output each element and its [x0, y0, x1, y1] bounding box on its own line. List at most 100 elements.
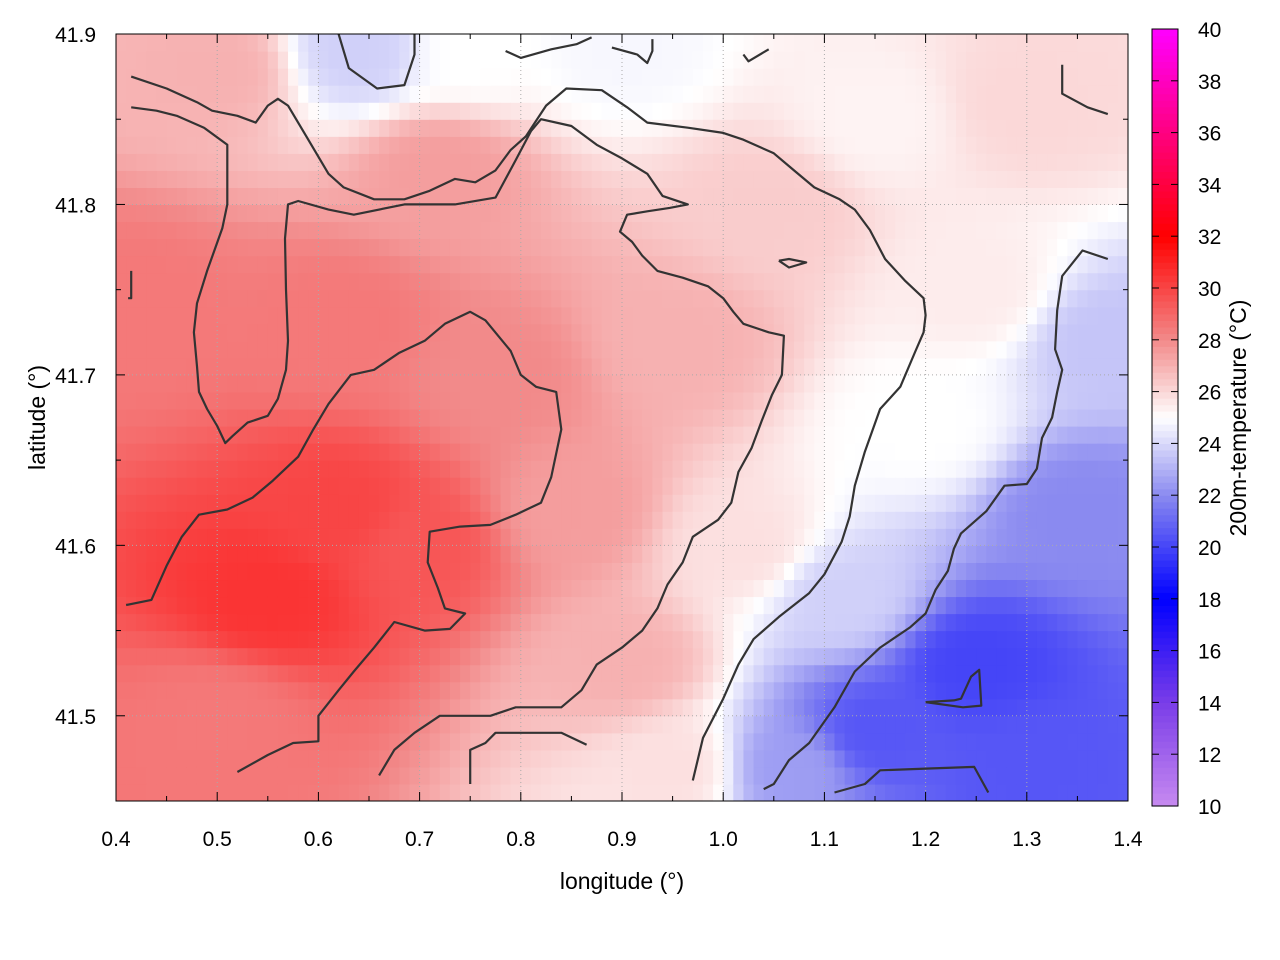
heatmap-cell: [207, 664, 218, 683]
heatmap-cell: [369, 272, 380, 291]
heatmap-cell: [247, 562, 259, 581]
heatmap-cell: [642, 136, 653, 154]
heatmap-cell: [773, 204, 785, 223]
heatmap-cell: [429, 664, 441, 683]
heatmap-cell: [541, 766, 552, 785]
heatmap-cell: [662, 272, 674, 291]
heatmap-cell: [470, 766, 481, 785]
heatmap-cell: [672, 732, 684, 751]
heatmap-cell: [136, 187, 147, 206]
heatmap-cell: [925, 340, 937, 359]
heatmap-cell: [166, 477, 178, 495]
heatmap-cell: [176, 221, 188, 240]
heatmap-cell: [783, 698, 795, 717]
heatmap-cell: [217, 579, 228, 598]
heatmap-cell: [207, 289, 218, 308]
heatmap-cell: [713, 494, 724, 512]
heatmap-cell: [288, 306, 299, 325]
heatmap-cell: [176, 647, 188, 666]
heatmap-cell: [662, 766, 674, 785]
heatmap-cell: [864, 306, 876, 325]
heatmap-cell: [176, 187, 188, 206]
heatmap-cell: [824, 391, 836, 410]
heatmap-cell: [247, 766, 259, 785]
heatmap-cell: [176, 613, 188, 632]
heatmap-cell: [804, 221, 815, 240]
heatmap-cell: [905, 136, 917, 154]
heatmap-cell: [814, 579, 825, 598]
heatmap-cell: [986, 528, 998, 546]
heatmap-cell: [986, 460, 998, 478]
heatmap-cell: [1077, 357, 1089, 376]
heatmap-cell: [1097, 664, 1109, 683]
heatmap-cell: [156, 340, 168, 359]
heatmap-cell: [1067, 477, 1078, 495]
heatmap-cell: [247, 613, 259, 632]
heatmap-cell: [348, 119, 360, 137]
heatmap-cell: [439, 732, 451, 751]
heatmap-cell: [753, 408, 765, 427]
heatmap-cell: [288, 494, 299, 512]
heatmap-cell: [652, 51, 664, 69]
heatmap-cell: [318, 732, 330, 751]
heatmap-cell: [358, 528, 370, 546]
colorbar-segment: [1152, 430, 1178, 438]
heatmap-cell: [642, 545, 653, 563]
heatmap-cell: [864, 170, 876, 188]
heatmap-cell: [449, 664, 461, 683]
heatmap-cell: [308, 494, 319, 512]
heatmap-cell: [379, 306, 390, 325]
heatmap-cell: [834, 562, 846, 581]
heatmap-cell: [460, 783, 471, 801]
heatmap-cell: [530, 153, 542, 171]
heatmap-cell: [207, 391, 218, 410]
heatmap-cell: [510, 102, 522, 120]
heatmap-cell: [581, 460, 593, 478]
heatmap-cell: [682, 238, 694, 257]
heatmap-cell: [348, 783, 360, 801]
heatmap-cell: [632, 613, 643, 632]
heatmap-cell: [864, 238, 876, 257]
heatmap-cell: [338, 221, 350, 240]
heatmap-cell: [298, 698, 309, 717]
heatmap-cell: [834, 85, 846, 103]
heatmap-cell: [338, 102, 350, 120]
heatmap-cell: [713, 119, 724, 137]
heatmap-cell: [460, 102, 471, 120]
heatmap-cell: [915, 255, 927, 274]
heatmap-cell: [136, 732, 147, 751]
heatmap-cell: [227, 153, 239, 171]
heatmap-cell: [733, 289, 745, 308]
heatmap-cell: [1057, 460, 1068, 478]
heatmap-cell: [520, 732, 532, 751]
heatmap-cell: [753, 68, 765, 86]
heatmap-cell: [277, 51, 289, 69]
heatmap-cell: [419, 340, 431, 359]
heatmap-cell: [794, 34, 805, 52]
heatmap-cell: [763, 136, 775, 154]
heatmap-cell: [692, 153, 704, 171]
heatmap-cell: [237, 119, 249, 137]
heatmap-cell: [945, 221, 957, 240]
heatmap-cell: [844, 562, 856, 581]
heatmap-cell: [166, 664, 178, 683]
heatmap-cell: [571, 664, 583, 683]
heatmap-cell: [460, 204, 471, 223]
heatmap-cell: [611, 766, 623, 785]
heatmap-cell: [298, 460, 309, 478]
heatmap-cell: [389, 289, 400, 308]
heatmap-cell: [369, 443, 380, 461]
heatmap-cell: [601, 170, 613, 188]
heatmap-cell: [1067, 426, 1078, 444]
heatmap-cell: [834, 783, 846, 801]
heatmap-cell: [783, 647, 795, 666]
heatmap-cell: [227, 766, 239, 785]
heatmap-cell: [824, 562, 836, 581]
heatmap-cell: [328, 306, 340, 325]
heatmap-cell: [844, 749, 856, 768]
heatmap-cell: [1006, 596, 1018, 615]
heatmap-cell: [996, 732, 1008, 751]
heatmap-cell: [601, 408, 613, 427]
heatmap-cell: [510, 187, 522, 206]
heatmap-cell: [207, 119, 218, 137]
